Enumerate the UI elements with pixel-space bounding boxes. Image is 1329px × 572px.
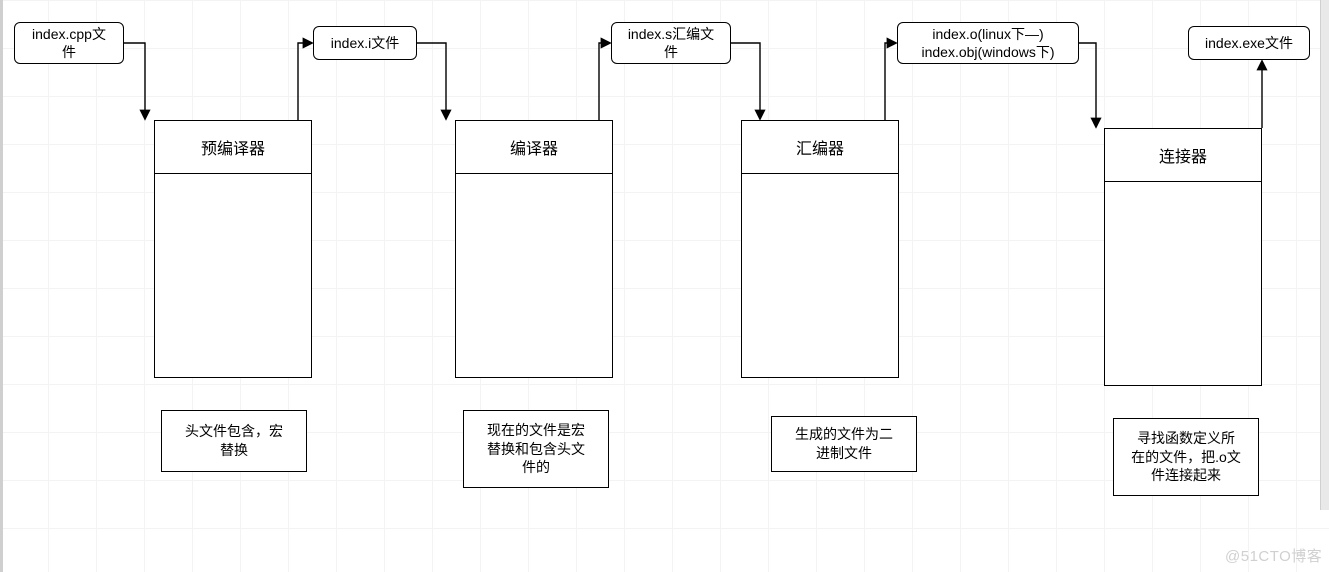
stage-linker: 连接器 [1104,128,1262,386]
desc-precompiler: 头文件包含，宏替换 [161,410,307,472]
file-box-exe: index.exe文件 [1188,26,1310,60]
file-box-i: index.i文件 [313,26,417,60]
file-label: index.i文件 [331,34,399,52]
stage-precompiler: 预编译器 [154,120,312,378]
file-label: index.exe文件 [1205,34,1293,52]
stage-title: 编译器 [456,121,612,174]
file-label: index.s汇编文件 [628,25,714,61]
desc-text: 寻找函数定义所在的文件，把.o文件连接起来 [1131,429,1241,486]
stage-title: 预编译器 [155,121,311,174]
desc-compiler: 现在的文件是宏替换和包含头文件的 [463,410,609,488]
desc-text: 头文件包含，宏替换 [185,422,283,460]
file-box-o: index.o(linux下—)index.obj(windows下) [897,22,1079,64]
right-scrollbar[interactable] [1320,0,1329,510]
stage-title: 汇编器 [742,121,898,174]
desc-linker: 寻找函数定义所在的文件，把.o文件连接起来 [1113,418,1259,496]
watermark: @51CTO博客 [1225,545,1322,566]
desc-assembler: 生成的文件为二进制文件 [771,416,917,472]
file-box-cpp: index.cpp文件 [14,22,124,64]
file-box-s: index.s汇编文件 [611,22,731,64]
stage-title: 连接器 [1105,129,1261,182]
desc-text: 现在的文件是宏替换和包含头文件的 [487,421,585,478]
desc-text: 生成的文件为二进制文件 [795,425,893,463]
file-label: index.o(linux下—)index.obj(windows下) [921,25,1054,61]
stage-assembler: 汇编器 [741,120,899,378]
file-label: index.cpp文件 [32,25,106,61]
left-edge [0,0,3,572]
stage-compiler: 编译器 [455,120,613,378]
